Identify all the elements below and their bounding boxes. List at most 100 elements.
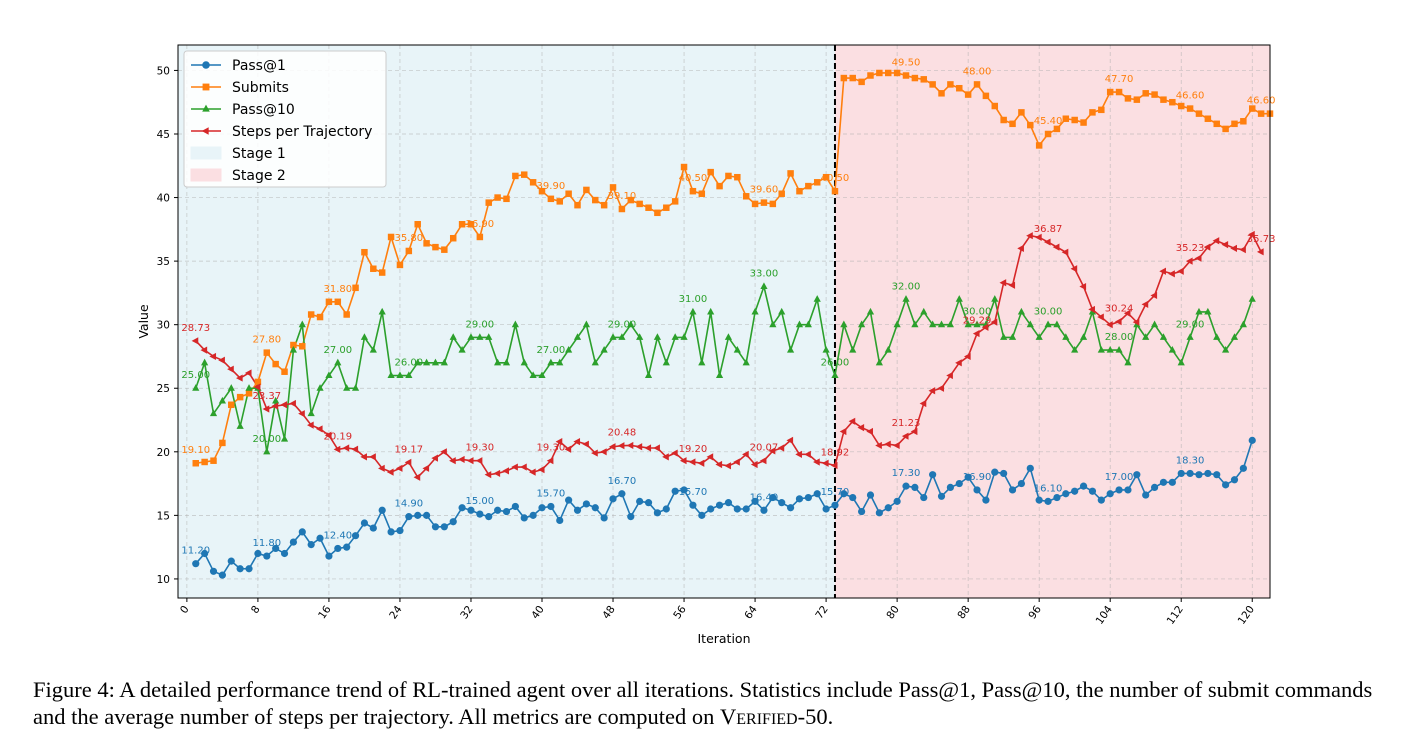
point-submits-75 — [849, 74, 856, 82]
point-pass-1-81 — [902, 482, 910, 490]
y-tick-label-35: 35 — [157, 256, 170, 268]
y-tick-label-25: 25 — [157, 383, 170, 395]
point-pass-10-88 — [964, 320, 972, 328]
labels-steps-per-trajectory: 28.73 23.37 20.19 19.17 19.30 19.30 20.48 19.20… — [181, 224, 1275, 458]
point-pass-1-58 — [698, 511, 706, 519]
point-submits-62 — [734, 173, 741, 181]
point-pass-10-50 — [627, 320, 635, 328]
point-pass-10-34 — [485, 333, 493, 340]
legend-swatch-stage-1 — [190, 146, 222, 160]
point-pass-1-7 — [245, 565, 253, 573]
data-label-pass-10-73: 26.00 — [821, 358, 850, 369]
data-label-submits-25: 35.80 — [395, 233, 424, 244]
point-submits-84 — [929, 81, 936, 88]
point-pass-1-60 — [715, 501, 724, 509]
point-pass-10-117 — [1222, 345, 1230, 353]
legend-label-pass-10: Pass@10 — [232, 102, 295, 118]
point-pass-1-65 — [760, 506, 768, 514]
point-submits-98 — [1053, 125, 1061, 133]
point-pass-10-48 — [609, 333, 617, 340]
point-pass-1-74 — [840, 490, 848, 498]
point-submits-92 — [1000, 116, 1007, 124]
data-label-pass-10-17: 27.00 — [323, 345, 352, 356]
point-submits-118 — [1231, 120, 1238, 128]
data-label-pass-1-81: 17.30 — [892, 468, 921, 479]
point-steps-per-trajectory-87 — [955, 359, 962, 367]
point-pass-10-20 — [360, 333, 369, 340]
data-label-pass-1-65: 16.40 — [750, 492, 779, 503]
plot-frame — [177, 44, 1271, 599]
point-pass-1-39 — [529, 511, 537, 519]
point-submits-82 — [911, 74, 919, 82]
point-steps-per-trajectory-88 — [964, 352, 971, 361]
point-submits-95 — [1027, 121, 1034, 129]
point-pass-1-69 — [795, 495, 804, 503]
point-pass-10-40 — [538, 371, 546, 379]
point-pass-1-87 — [955, 479, 963, 488]
data-label-pass-1-1: 11.20 — [181, 546, 210, 557]
point-pass-10-82 — [911, 320, 919, 328]
point-steps-per-trajectory-16 — [324, 431, 332, 439]
point-steps-per-trajectory-92 — [999, 279, 1007, 287]
point-pass-1-48 — [609, 495, 617, 503]
point-submits-15 — [316, 313, 324, 321]
performance-trend-chart: 11.20 11.80 12.40 14.90 15.00 15.70 16.70 15.70… — [136, 0, 1275, 646]
point-pass-10-79 — [884, 345, 892, 353]
point-steps-per-trajectory-100 — [1070, 265, 1078, 273]
data-label-submits-41: 39.90 — [537, 181, 566, 192]
point-steps-per-trajectory-3 — [209, 352, 217, 361]
data-label-pass-10-49: 29.00 — [608, 319, 637, 330]
point-pass-10-49 — [618, 333, 626, 340]
point-submits-21 — [370, 265, 377, 272]
x-tick-label-40: 40 — [529, 604, 547, 622]
point-submits-86 — [947, 81, 954, 88]
point-submits-28 — [432, 243, 439, 251]
point-steps-per-trajectory-52 — [644, 444, 652, 452]
point-submits-18 — [343, 311, 350, 318]
point-submits-99 — [1062, 115, 1070, 122]
point-pass-1-34 — [485, 513, 493, 521]
point-steps-per-trajectory-65 — [759, 457, 767, 465]
point-pass-10-25 — [405, 371, 413, 379]
point-submits-103 — [1098, 106, 1105, 114]
point-submits-105 — [1115, 88, 1123, 96]
point-pass-10-120 — [1248, 295, 1256, 302]
point-submits-32 — [467, 221, 475, 228]
legend-marker-steps-per-trajectory — [201, 127, 209, 135]
point-pass-10-43 — [565, 345, 573, 353]
point-steps-per-trajectory-18 — [342, 444, 350, 452]
point-pass-1-14 — [307, 541, 315, 549]
x-tick-label-56: 56 — [671, 603, 689, 621]
point-pass-10-112 — [1177, 358, 1185, 366]
point-pass-10-5 — [227, 384, 235, 391]
point-submits-44 — [574, 201, 581, 209]
point-steps-per-trajectory-41 — [546, 457, 554, 465]
point-steps-per-trajectory-49 — [617, 442, 625, 450]
point-submits-81 — [902, 72, 910, 79]
point-pass-10-86 — [946, 320, 954, 328]
point-pass-1-77 — [866, 491, 875, 499]
point-pass-10-104 — [1106, 345, 1114, 353]
data-label-steps-per-trajectory-49: 20.48 — [608, 428, 637, 439]
point-steps-per-trajectory-59 — [706, 453, 714, 461]
point-submits-47 — [600, 201, 608, 209]
point-submits-43 — [565, 190, 572, 197]
point-pass-10-57 — [689, 307, 697, 315]
point-submits-111 — [1169, 98, 1176, 106]
point-submits-91 — [991, 102, 999, 110]
point-pass-1-38 — [520, 514, 528, 522]
point-pass-10-92 — [1000, 333, 1008, 340]
data-label-pass-1-57: 15.70 — [679, 487, 708, 498]
point-pass-10-105 — [1115, 345, 1123, 353]
point-steps-per-trajectory-69 — [795, 450, 802, 458]
point-steps-per-trajectory-111 — [1168, 270, 1175, 278]
point-pass-10-59 — [707, 307, 715, 315]
data-label-submits-33: 36.90 — [466, 219, 495, 230]
point-pass-1-25 — [405, 513, 413, 521]
data-label-pass-10-41: 27.00 — [537, 345, 566, 356]
point-steps-per-trajectory-42 — [555, 438, 563, 446]
point-pass-10-15 — [316, 384, 324, 391]
point-pass-10-119 — [1239, 320, 1247, 328]
point-pass-1-73 — [831, 501, 839, 509]
point-steps-per-trajectory-46 — [591, 449, 598, 457]
